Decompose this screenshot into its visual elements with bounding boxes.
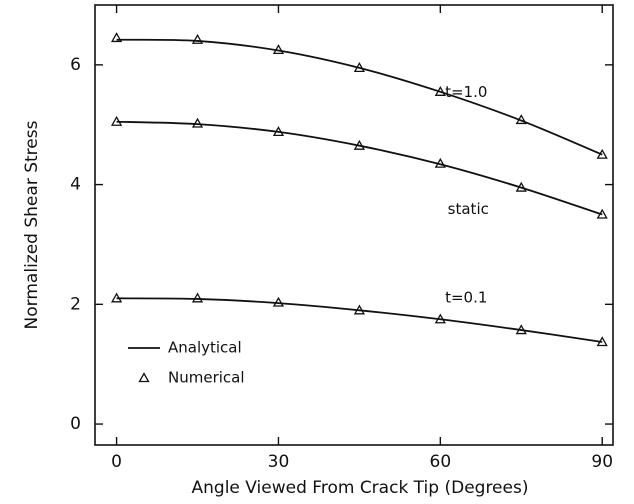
curve-label: t=1.0 <box>445 83 487 101</box>
y-tick-label: 6 <box>70 55 81 75</box>
numerical-marker <box>353 304 366 315</box>
numerical-marker <box>272 296 285 307</box>
analytical-line <box>116 38 603 156</box>
analytical-line <box>116 297 603 343</box>
plot-frame <box>94 4 614 446</box>
numerical-marker <box>515 324 527 335</box>
numerical-marker <box>353 139 366 150</box>
y-axis-label: Normalized Shear Stress <box>22 120 42 329</box>
numerical-marker <box>596 148 608 159</box>
numerical-marker <box>110 32 123 43</box>
numerical-marker <box>434 313 446 324</box>
numerical-marker <box>434 157 446 168</box>
numerical-marker <box>272 44 285 55</box>
curve-label: t=0.1 <box>445 289 487 307</box>
curve-label: static <box>448 200 489 218</box>
numerical-marker <box>110 292 123 303</box>
x-tick-label: 90 <box>591 452 613 472</box>
numerical-marker <box>515 114 527 125</box>
numerical-marker <box>596 208 608 219</box>
numerical-marker <box>110 115 123 126</box>
x-axis-label: Angle Viewed From Crack Tip (Degrees) <box>192 478 529 498</box>
numerical-marker <box>191 292 204 303</box>
legend-label: Analytical <box>168 339 242 357</box>
analytical-line <box>116 120 603 216</box>
numerical-marker <box>434 85 446 96</box>
x-tick-label: 0 <box>111 452 122 472</box>
numerical-marker <box>515 181 527 192</box>
y-tick-label: 2 <box>70 294 81 314</box>
numerical-marker <box>272 126 285 137</box>
numerical-marker <box>596 336 608 347</box>
x-tick-label: 30 <box>268 452 290 472</box>
x-tick-label: 60 <box>430 452 452 472</box>
numerical-marker <box>353 62 366 73</box>
legend-marker <box>138 372 150 383</box>
numerical-marker <box>191 117 204 128</box>
numerical-marker <box>191 33 204 44</box>
y-tick-label: 0 <box>70 414 81 434</box>
y-tick-label: 4 <box>70 175 81 195</box>
legend-label: Numerical <box>168 369 245 387</box>
